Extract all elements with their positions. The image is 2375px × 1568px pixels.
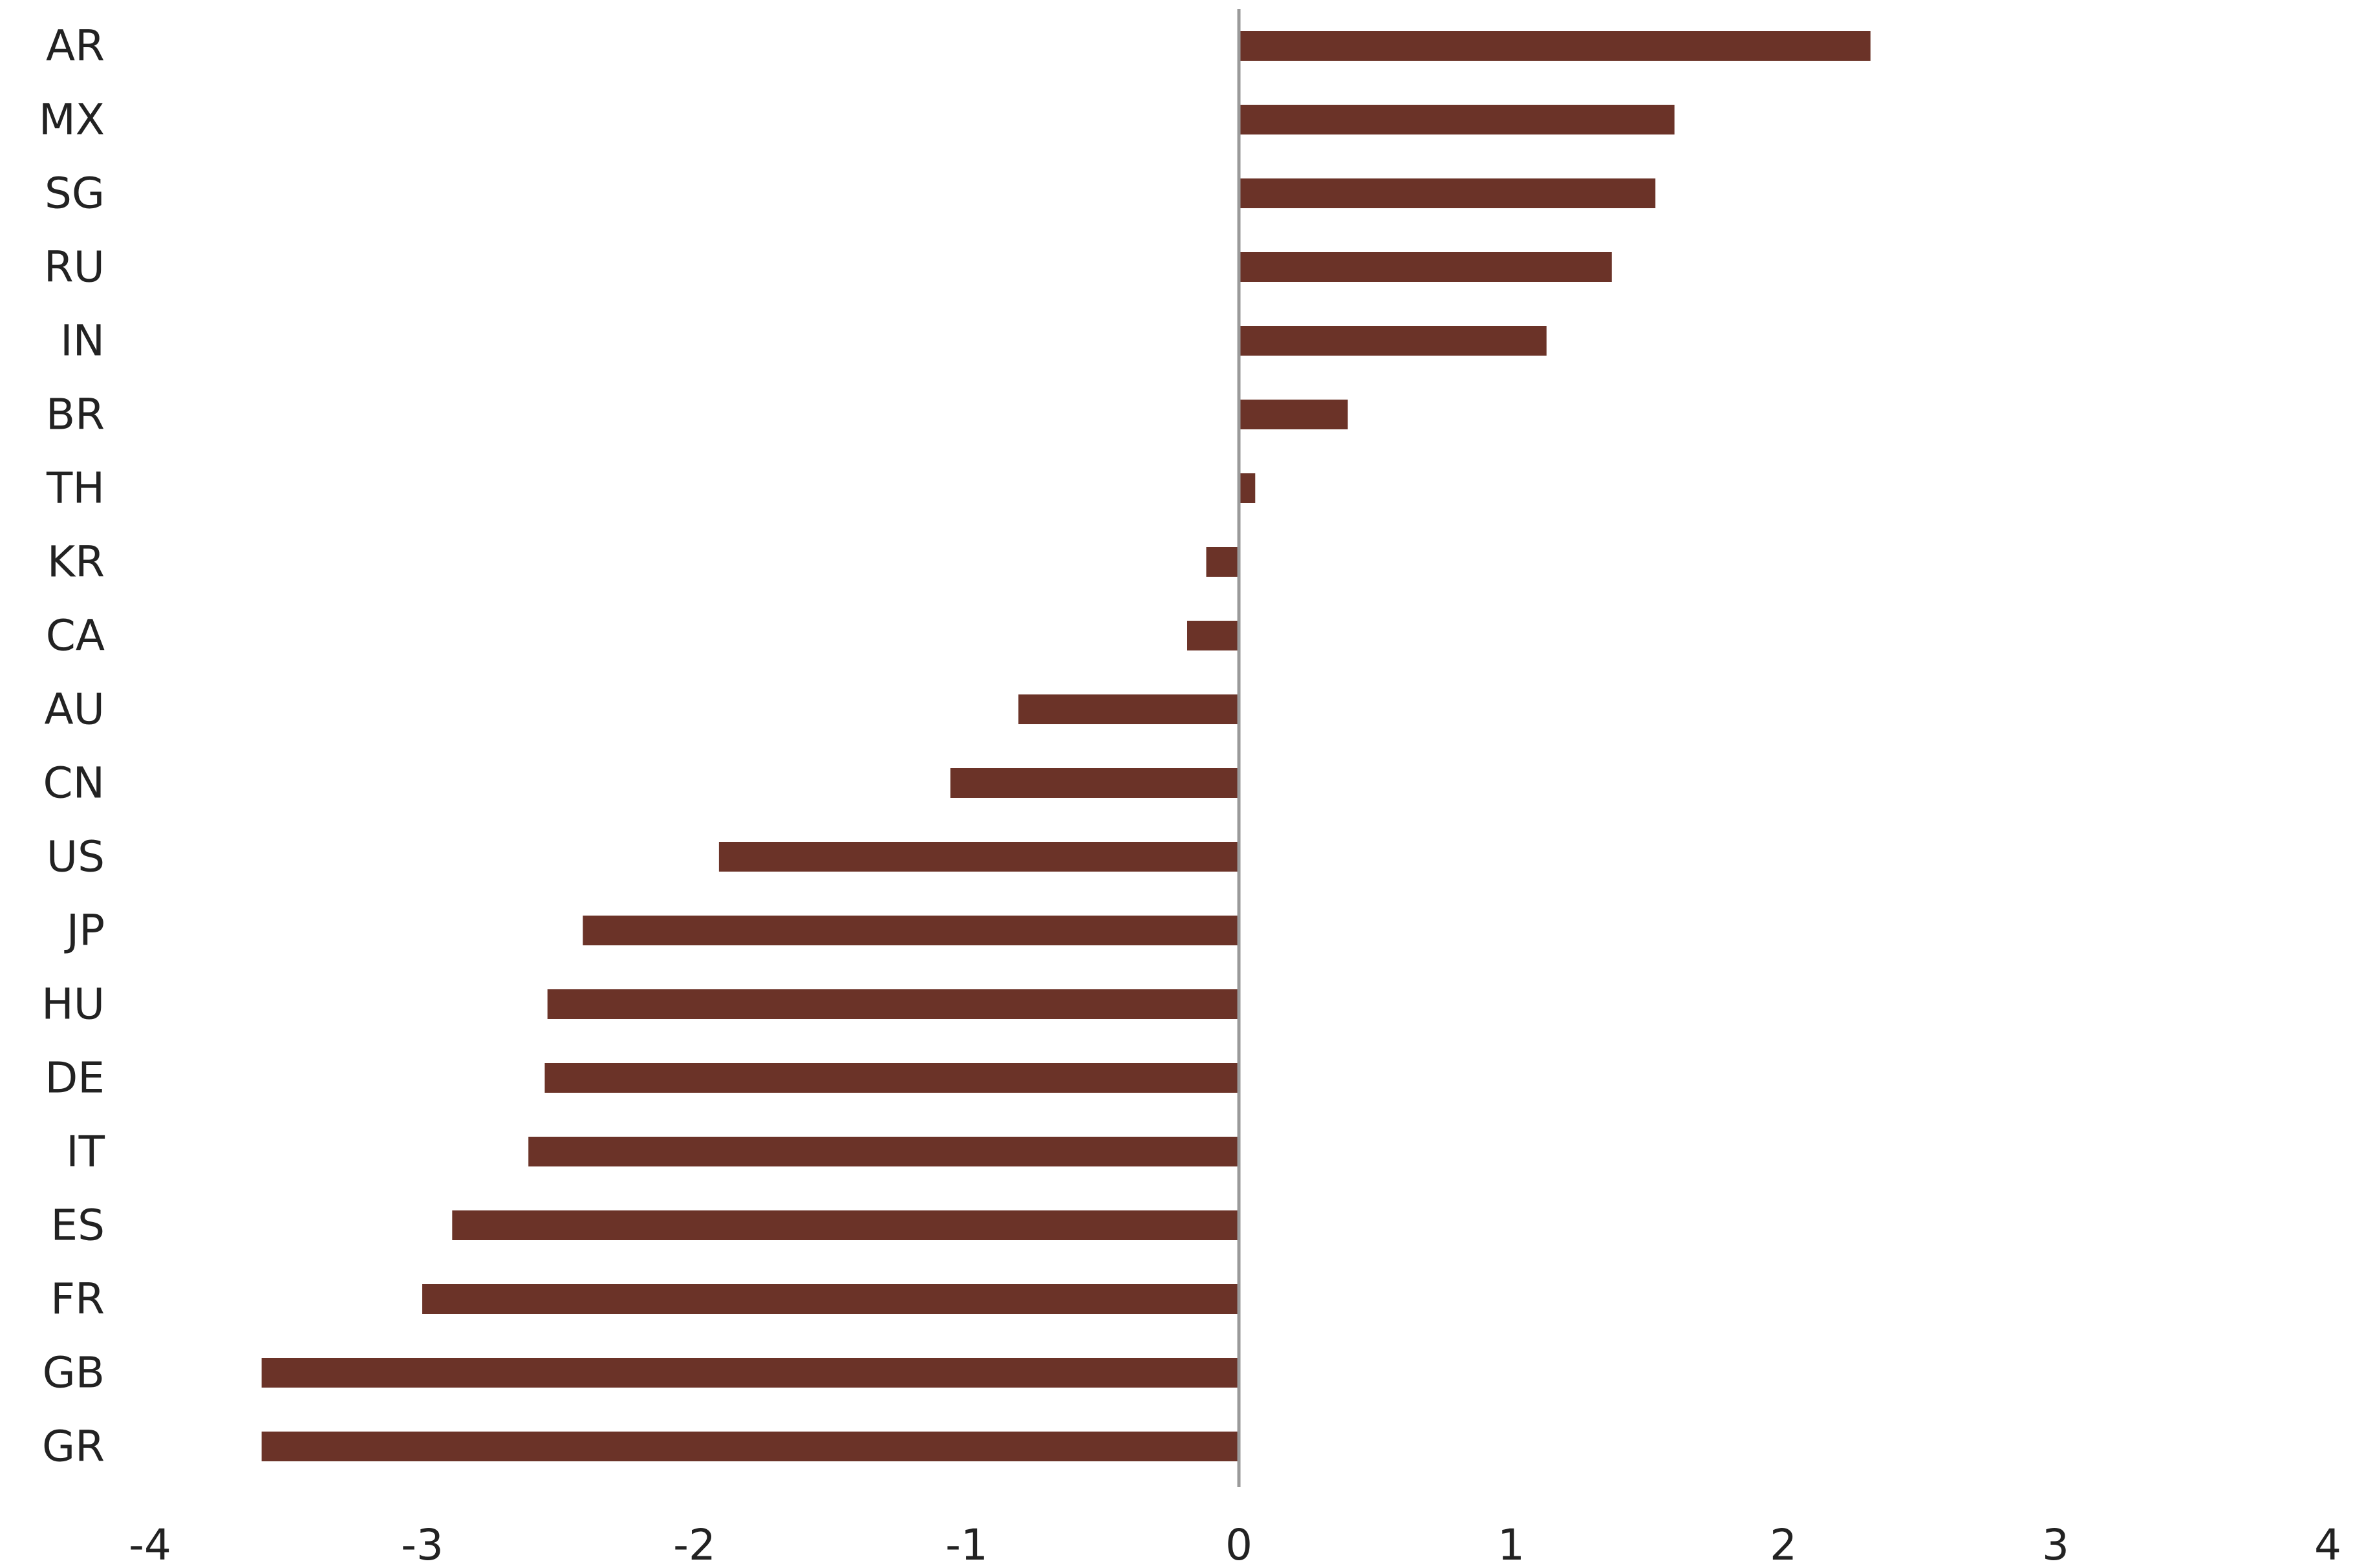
x-tick-label: 3 [2042,1520,2069,1568]
category-label-ru: RU [44,242,105,292]
category-label-ca: CA [46,611,105,661]
bar-sg [1239,178,1656,208]
bar-hu [547,989,1240,1019]
category-label-jp: JP [64,906,105,956]
category-label-gr: GR [42,1422,105,1472]
bars-layer [261,31,1871,1461]
x-tick-label: -1 [945,1520,988,1568]
bar-us [718,842,1239,872]
bar-es [452,1210,1239,1240]
bar-ar [1239,31,1871,61]
bar-cn [950,768,1239,798]
category-label-br: BR [46,390,105,440]
x-tick-label: -4 [129,1520,171,1568]
bar-kr [1206,547,1239,577]
category-label-th: TH [46,464,105,513]
category-label-es: ES [50,1201,105,1251]
category-label-sg: SG [45,169,105,219]
category-label-hu: HU [41,980,105,1029]
bar-ru [1239,252,1612,282]
bar-br [1239,400,1348,429]
category-label-ar: AR [46,21,105,71]
bar-gb [261,1358,1239,1388]
x-tick-label: -2 [673,1520,716,1568]
x-tick-label: 1 [1498,1520,1525,1568]
bar-mx [1239,105,1675,134]
category-label-kr: KR [47,537,105,587]
bar-in [1239,326,1547,356]
category-label-it: IT [66,1127,105,1177]
bar-fr [422,1284,1239,1314]
x-tick-label: 2 [1770,1520,1797,1568]
category-label-fr: FR [50,1274,105,1324]
category-label-gb: GB [43,1348,105,1398]
x-tick-label: -3 [401,1520,444,1568]
category-label-in: IN [60,316,105,366]
x-axis-tick-labels: -4 -3 -2 -1 0 1 2 3 4 [129,1520,2341,1568]
bar-ca [1187,621,1239,650]
x-tick-label: 4 [2314,1520,2341,1568]
bar-au [1018,694,1239,724]
category-label-us: US [47,832,105,882]
bar-jp [583,916,1239,945]
bar-de [544,1063,1240,1093]
bar-gr [261,1432,1239,1461]
category-label-de: DE [45,1053,105,1103]
bar-it [528,1137,1240,1166]
category-labels: AR MX SG RU IN BR TH KR CA AU CN US JP HU DE IT ES FR GB GR [39,21,105,1472]
category-label-au: AU [45,685,105,735]
bar-th [1239,473,1256,503]
category-label-mx: MX [39,95,105,145]
x-tick-label: 0 [1225,1520,1252,1568]
category-label-cn: CN [43,758,105,808]
